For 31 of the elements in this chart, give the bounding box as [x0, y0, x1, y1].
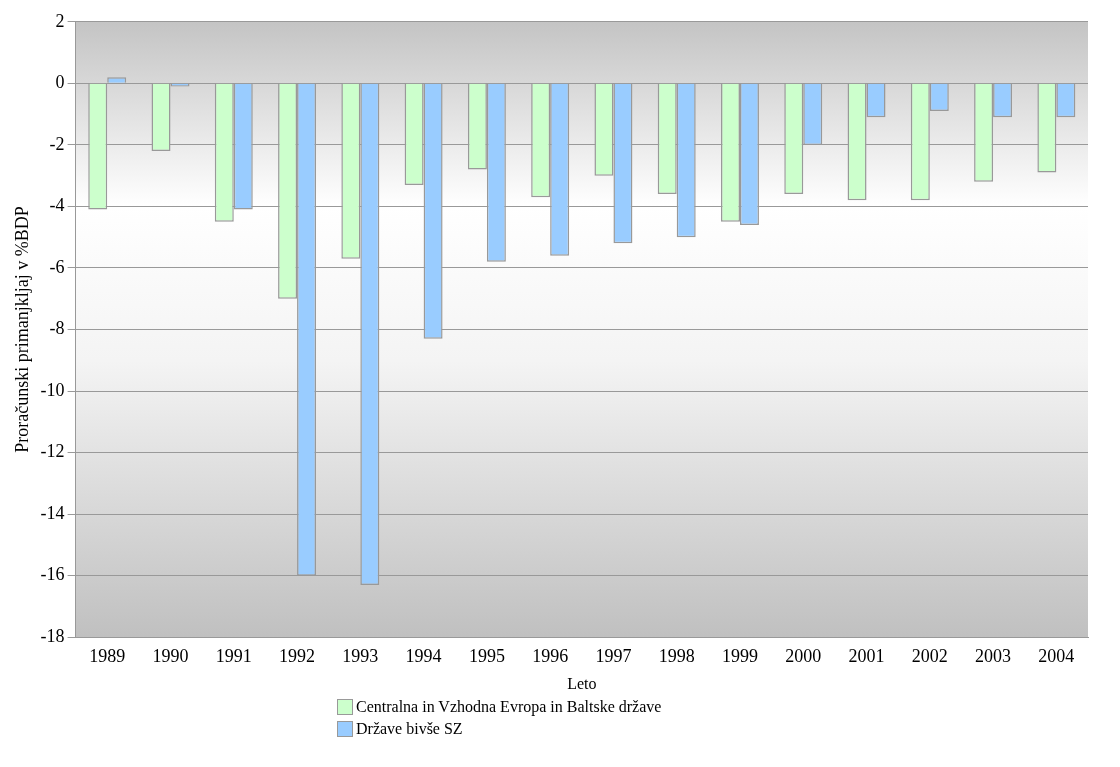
y-tick-label: -16: [40, 564, 65, 585]
x-tick-label: 1990: [152, 645, 189, 666]
x-tick-label: 1997: [595, 645, 632, 666]
x-tick-label: 1992: [279, 645, 316, 666]
x-tick-label: 1994: [405, 645, 442, 666]
x-tick-label: 2002: [911, 645, 948, 666]
x-tick-label: 1998: [658, 645, 695, 666]
x-tick-label: 1999: [721, 645, 758, 666]
y-tick-label: -12: [40, 441, 65, 462]
y-tick-label: -18: [40, 625, 65, 646]
x-tick-label: 2001: [848, 645, 885, 666]
x-tick-label: 1989: [89, 645, 126, 666]
x-axis-title: Leto: [567, 674, 597, 692]
x-tick-label: 1991: [215, 645, 252, 666]
x-tick-label: 1995: [468, 645, 505, 666]
y-tick-label: 2: [55, 10, 65, 31]
y-tick-label: -14: [40, 502, 65, 523]
x-tick-label: 1993: [342, 645, 379, 666]
y-tick-label: -6: [49, 256, 65, 277]
y-tick-label: -2: [49, 133, 65, 154]
y-tick-label: -10: [40, 379, 65, 400]
x-tick-label: 2004: [1038, 645, 1075, 666]
y-tick-label: 0: [55, 72, 65, 93]
y-tick-label: -4: [49, 195, 65, 216]
y-axis-title: Proračunski primanjkljaj v %BDP: [11, 206, 32, 453]
y-tick-label: -8: [49, 318, 65, 339]
legend-label: Države bivše SZ: [356, 720, 463, 738]
legend-label: Centralna in Vzhodna Evropa in Baltske države: [356, 698, 662, 716]
x-tick-label: 2003: [975, 645, 1012, 666]
x-tick-label: 1996: [532, 645, 569, 666]
x-tick-label: 2000: [785, 645, 822, 666]
